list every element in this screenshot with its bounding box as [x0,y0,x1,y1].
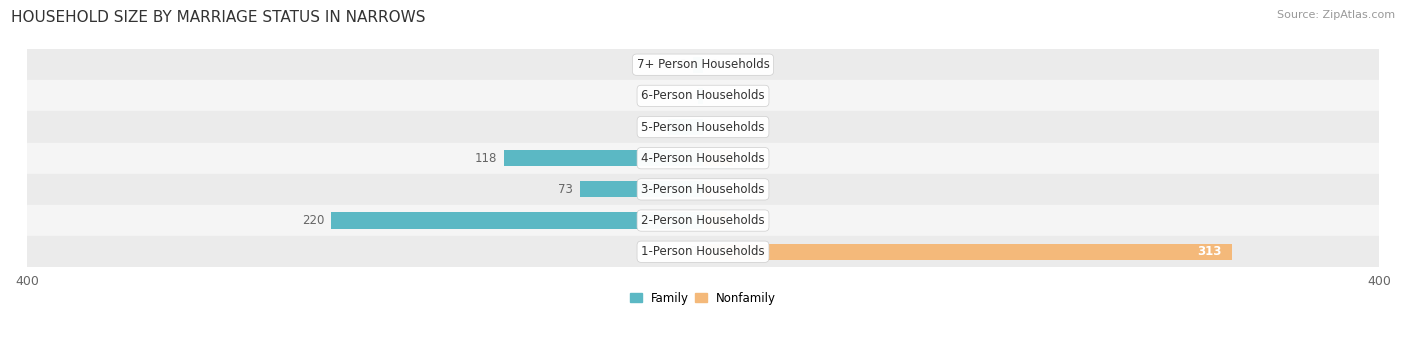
Text: 2-Person Households: 2-Person Households [641,214,765,227]
Text: 313: 313 [1198,245,1222,258]
Text: 6: 6 [679,58,686,71]
Bar [27,143,1379,174]
Bar [27,174,1379,205]
Bar [503,150,703,166]
Text: 73: 73 [558,183,572,196]
Text: 0: 0 [710,58,717,71]
Text: 5: 5 [718,183,725,196]
Text: 220: 220 [302,214,325,227]
Bar [703,212,727,229]
Bar [27,112,1379,143]
Bar [703,150,734,166]
Text: 3-Person Households: 3-Person Households [641,183,765,196]
Text: 0: 0 [710,89,717,102]
Bar [27,236,1379,267]
Text: 1-Person Households: 1-Person Households [641,245,765,258]
Bar [27,80,1379,112]
Bar [703,243,1232,260]
Text: 6-Person Households: 6-Person Households [641,89,765,102]
Text: 5-Person Households: 5-Person Households [641,120,765,134]
Bar [332,212,703,229]
Text: 118: 118 [474,152,496,165]
Text: 3: 3 [683,89,692,102]
Bar [703,181,711,197]
Bar [693,57,703,73]
Text: 21: 21 [645,120,661,134]
Text: 4-Person Households: 4-Person Households [641,152,765,165]
Bar [697,88,703,104]
Text: HOUSEHOLD SIZE BY MARRIAGE STATUS IN NARROWS: HOUSEHOLD SIZE BY MARRIAGE STATUS IN NAR… [11,10,426,25]
Bar [27,205,1379,236]
Bar [668,119,703,135]
Text: 14: 14 [734,214,748,227]
Text: 0: 0 [710,120,717,134]
Text: 0: 0 [689,245,696,258]
Bar [27,49,1379,80]
Legend: Family, Nonfamily: Family, Nonfamily [626,287,780,309]
Text: 7+ Person Households: 7+ Person Households [637,58,769,71]
Bar [579,181,703,197]
Text: Source: ZipAtlas.com: Source: ZipAtlas.com [1277,10,1395,20]
Text: 18: 18 [740,152,755,165]
